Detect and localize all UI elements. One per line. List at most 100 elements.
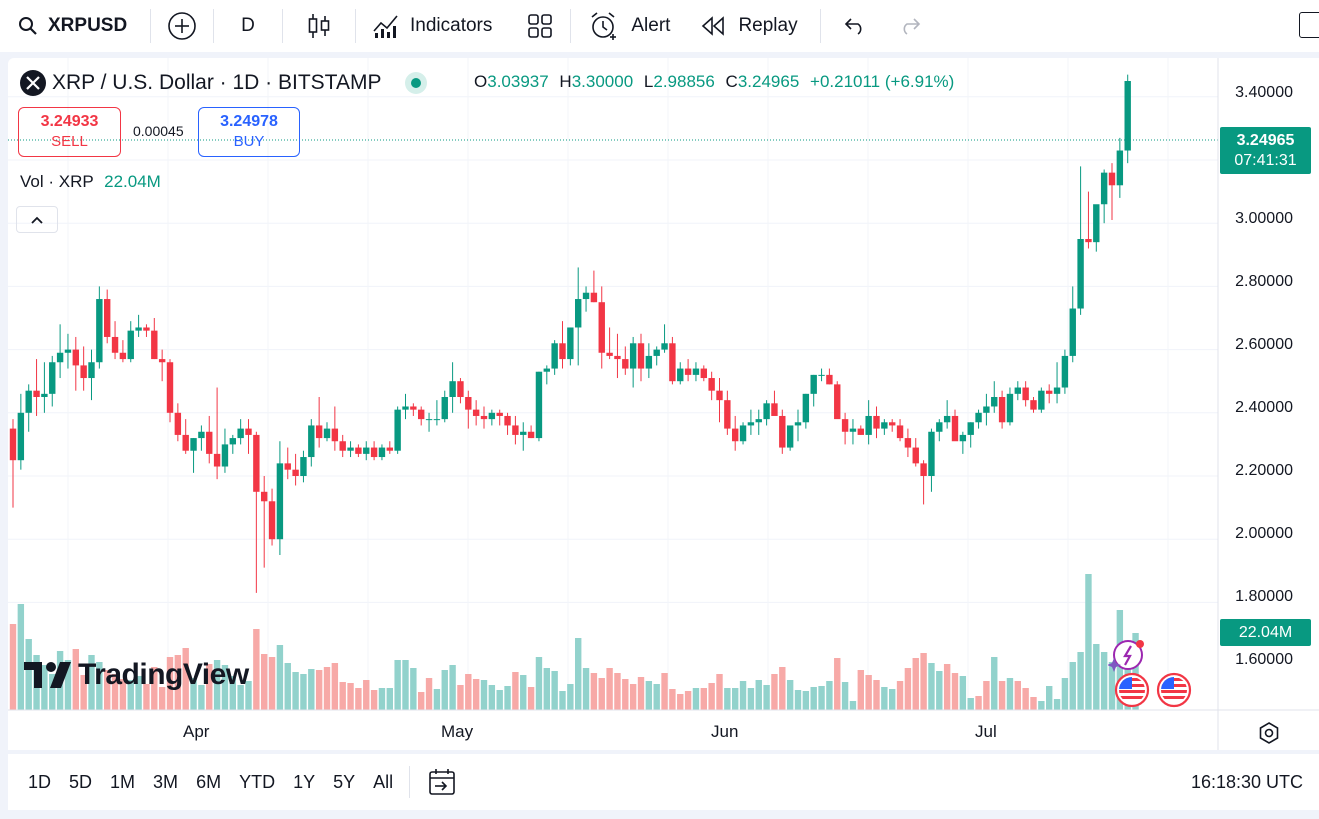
volume-bar xyxy=(739,681,747,710)
candle-body xyxy=(904,438,912,448)
toolbar-divider xyxy=(409,766,411,798)
replay-label: Replay xyxy=(738,15,798,36)
volume-bars xyxy=(9,574,1139,710)
collapse-legend-button[interactable] xyxy=(16,206,58,233)
compare-button[interactable] xyxy=(151,0,213,52)
volume-bar xyxy=(174,655,182,710)
candle-body xyxy=(551,343,558,369)
interval-button[interactable]: D xyxy=(214,0,282,52)
candle xyxy=(1100,169,1108,224)
candle xyxy=(96,286,103,369)
volume-bar xyxy=(425,678,433,710)
volume-bar xyxy=(80,675,87,710)
volume-bar xyxy=(158,687,166,710)
period-1y[interactable]: 1Y xyxy=(293,771,316,792)
candle xyxy=(229,434,236,454)
layouts-button[interactable] xyxy=(510,0,570,52)
period-1m[interactable]: 1M xyxy=(110,771,136,792)
period-5y[interactable]: 5Y xyxy=(333,771,356,792)
candlestick-series xyxy=(9,74,1131,593)
candle xyxy=(9,419,17,508)
chart-canvas[interactable] xyxy=(8,58,1319,750)
volume-bar xyxy=(378,688,386,710)
candle-body xyxy=(9,428,17,461)
volume-bar xyxy=(732,688,739,710)
volume-tag-value: 22.04M xyxy=(1238,624,1293,641)
volume-bar xyxy=(143,684,150,710)
candle-body xyxy=(786,425,794,448)
candle-body xyxy=(174,412,182,435)
buy-button[interactable]: 3.24978 BUY xyxy=(198,107,300,157)
candle-body xyxy=(472,409,480,416)
candle-body xyxy=(182,434,189,451)
candle-body xyxy=(590,292,598,303)
change-value: +0.21011 (+6.91%) xyxy=(810,72,955,91)
volume-bar xyxy=(315,670,323,710)
fullscreen-button[interactable] xyxy=(1299,12,1319,38)
candle xyxy=(716,378,723,423)
alert-button[interactable]: Alert xyxy=(571,0,686,52)
candle-body xyxy=(206,431,213,454)
volume-bar xyxy=(967,698,974,710)
candle-body xyxy=(237,428,244,439)
candle-body xyxy=(732,428,739,442)
volume-bar xyxy=(433,689,441,710)
volume-bar xyxy=(896,681,904,710)
symbol-legend[interactable]: XRP / U.S. Dollar · 1D · BITSTAMP xyxy=(20,70,428,96)
volume-bar xyxy=(1093,644,1100,710)
volume-legend[interactable]: Vol · XRP 22.04M xyxy=(20,172,161,192)
candle xyxy=(912,438,919,467)
price-axis-label: 1.60000 xyxy=(1235,651,1293,668)
period-ytd[interactable]: YTD xyxy=(239,771,276,792)
period-all[interactable]: All xyxy=(373,771,394,792)
volume-bar xyxy=(292,672,299,710)
volume-bar xyxy=(684,691,692,710)
volume-bar xyxy=(166,657,174,710)
volume-bar xyxy=(308,669,315,710)
candle-body xyxy=(771,403,778,416)
candle-body xyxy=(889,422,896,426)
indicators-button[interactable]: Indicators xyxy=(356,0,510,52)
candle xyxy=(1108,163,1116,221)
watermark-text: TradingView xyxy=(78,658,249,691)
volume-bar xyxy=(920,653,927,710)
chart-panel[interactable]: XRP / U.S. Dollar · 1D · BITSTAMP O3.039… xyxy=(8,58,1319,750)
sell-button[interactable]: 3.24933 SELL xyxy=(18,107,121,157)
volume-bar xyxy=(512,672,519,710)
event-marker-us-1[interactable] xyxy=(1112,672,1152,708)
event-marker-ai[interactable] xyxy=(1107,638,1144,674)
symbol-name: XRPUSD xyxy=(48,15,128,36)
candle xyxy=(739,422,747,445)
open-value: 3.03937 xyxy=(487,72,549,91)
redo-button[interactable] xyxy=(887,0,935,52)
date-range-button[interactable] xyxy=(428,768,456,796)
candle xyxy=(1077,166,1084,315)
candle-body xyxy=(708,378,715,391)
chart-type-button[interactable] xyxy=(283,0,355,52)
period-3m[interactable]: 3M xyxy=(153,771,179,792)
volume-bar xyxy=(449,665,456,710)
undo-button[interactable] xyxy=(821,0,887,52)
chart-settings-button[interactable] xyxy=(1258,722,1280,749)
candle-body xyxy=(700,368,707,379)
candle xyxy=(661,324,668,353)
candle-body xyxy=(245,428,252,435)
volume-bar xyxy=(496,690,503,710)
candle-body xyxy=(347,447,354,451)
candle-body xyxy=(127,330,134,360)
candle-body xyxy=(928,431,935,476)
toolbar-divider xyxy=(570,9,572,43)
volume-bar xyxy=(1085,574,1092,710)
period-1d[interactable]: 1D xyxy=(28,771,52,792)
candle-body xyxy=(276,463,284,540)
period-5d[interactable]: 5D xyxy=(69,771,93,792)
replay-button[interactable]: Replay xyxy=(686,0,819,52)
symbol-search[interactable]: XRPUSD xyxy=(0,0,150,52)
candle xyxy=(1061,349,1069,394)
candle xyxy=(520,422,527,451)
period-6m[interactable]: 6M xyxy=(196,771,222,792)
us-flag-icon xyxy=(1156,672,1192,708)
high-value: 3.30000 xyxy=(571,72,634,91)
event-marker-us-2[interactable] xyxy=(1154,672,1194,708)
utc-clock[interactable]: 16:18:30 UTC xyxy=(1190,771,1303,792)
